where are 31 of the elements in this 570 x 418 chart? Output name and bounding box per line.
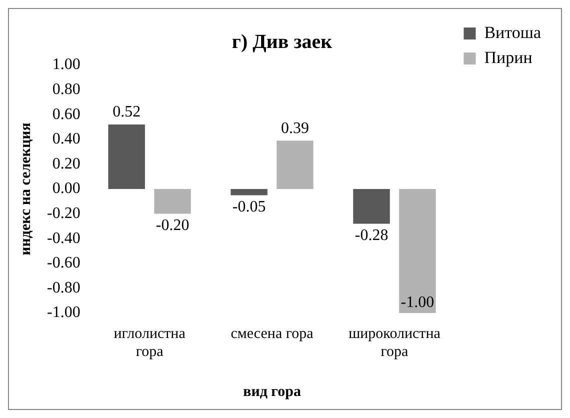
x-tick-label: широколистна гора [348, 326, 441, 360]
y-tick-label: 1.00 [52, 56, 80, 74]
y-axis-title: индекс на селекция [18, 122, 34, 256]
text: -0.05 [232, 198, 266, 216]
y-tick-label: -1.00 [47, 304, 80, 322]
text: -1.00 [400, 294, 434, 312]
bar [276, 140, 314, 189]
bar [399, 189, 436, 313]
y-tick-label: 0.20 [52, 155, 80, 172]
x-tick-label: иглолистна гора [114, 326, 186, 360]
y-tick-label: 0.40 [52, 130, 80, 148]
bar [108, 124, 145, 189]
x-tick-label: смесена гора [230, 326, 314, 342]
y-tick-label: -0.60 [47, 254, 80, 272]
y-tick-label: 0.60 [52, 106, 80, 123]
y-tick-label: 0.00 [52, 180, 80, 198]
text: -0.28 [354, 226, 388, 244]
legend-label: Пирин [484, 48, 532, 67]
text: 0.39 [280, 120, 309, 137]
y-tick-label: -0.40 [47, 230, 80, 247]
x-axis-title: вид гора [243, 384, 302, 400]
text: 0.52 [112, 104, 141, 121]
chart-title: г) Див заек [232, 31, 333, 54]
bar [230, 189, 268, 196]
y-tick-label: 0.80 [52, 81, 80, 98]
bar [154, 189, 191, 214]
text: -0.20 [156, 217, 190, 234]
legend-label: Витоша [484, 22, 542, 42]
y-tick-label: -0.20 [47, 205, 80, 222]
y-tick-label: -0.80 [47, 279, 80, 296]
bar [353, 189, 390, 224]
